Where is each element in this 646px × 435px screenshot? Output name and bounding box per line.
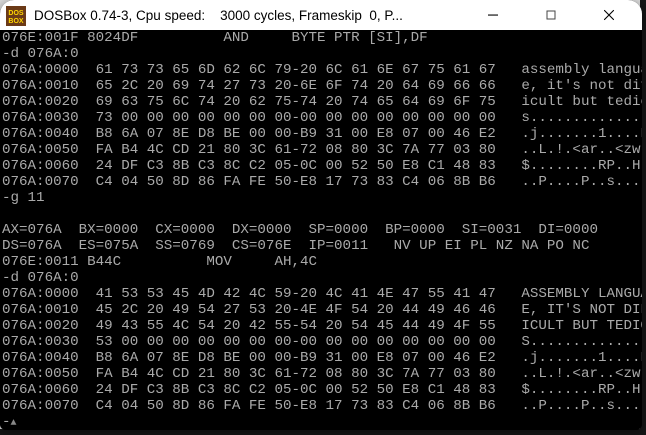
svg-text:BOX: BOX bbox=[8, 18, 24, 25]
svg-text:DOS: DOS bbox=[8, 10, 24, 17]
